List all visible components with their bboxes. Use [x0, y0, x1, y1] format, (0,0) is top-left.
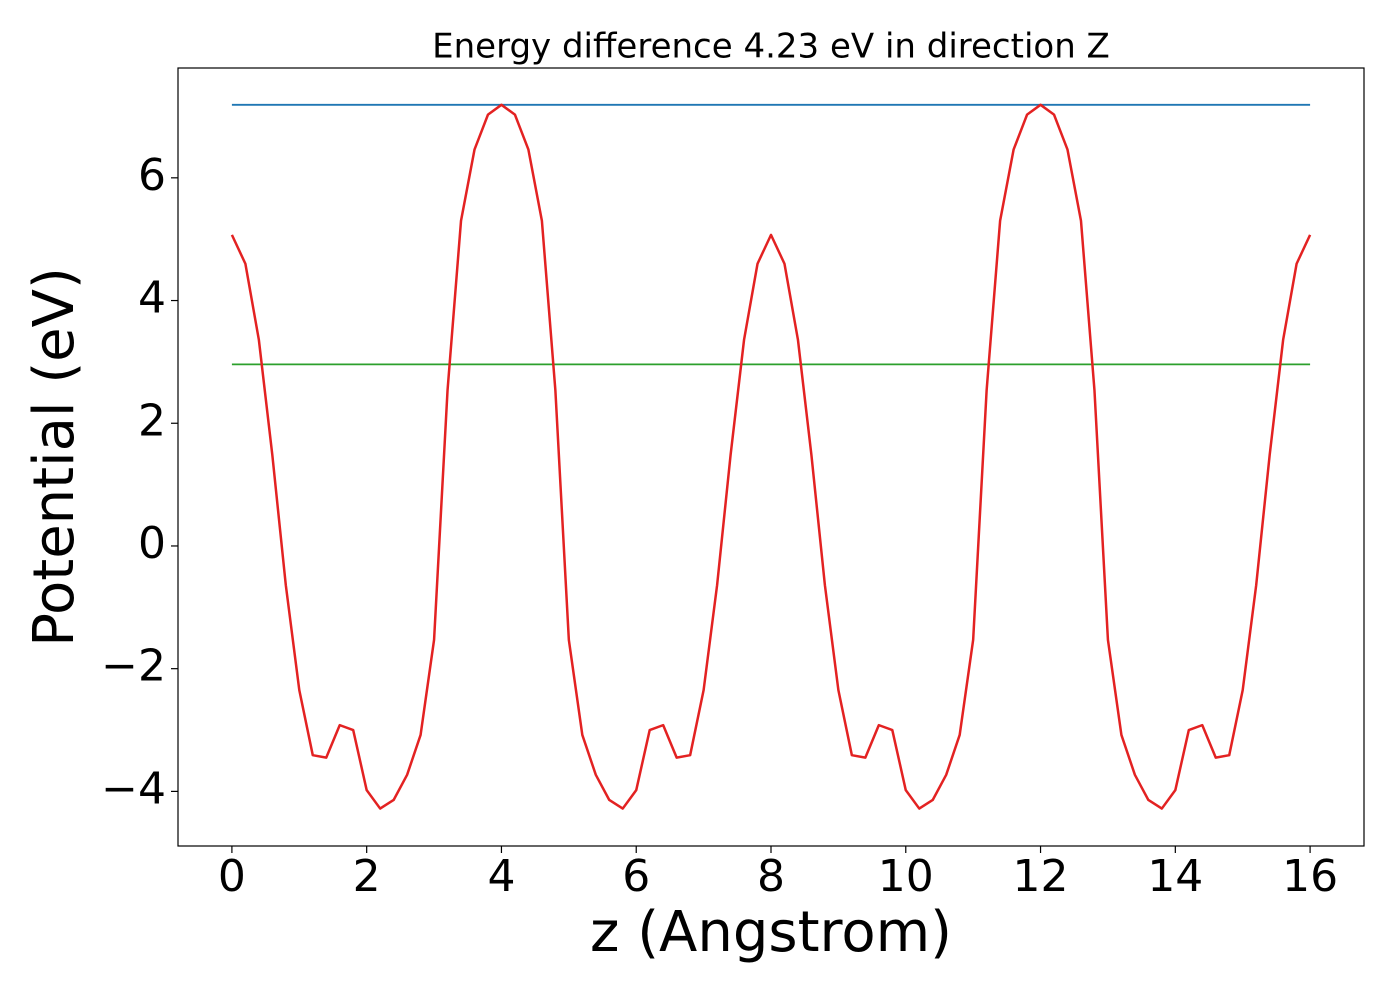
plot-frame: [177, 67, 1365, 847]
y-tick-label: −4: [101, 763, 166, 814]
x-tick-label: 12: [1013, 851, 1069, 902]
x-tick-label: 16: [1282, 851, 1338, 902]
x-tick-label: 8: [757, 851, 785, 902]
data-line: [230, 103, 1312, 810]
x-tick-label: 0: [218, 851, 246, 902]
y-tick-label: −2: [101, 641, 166, 692]
y-tick-label: 6: [138, 150, 166, 201]
y-tick-label: 4: [138, 273, 166, 324]
x-tick-label: 6: [622, 851, 650, 902]
x-tick-label: 4: [487, 851, 515, 902]
x-tick-label: 10: [878, 851, 934, 902]
x-axis-label: z (Angstrom): [590, 900, 952, 965]
x-tick-label: 14: [1147, 851, 1203, 902]
chart-title: Energy difference 4.23 eV in direction Z: [432, 27, 1110, 67]
y-tick-label: 0: [138, 518, 166, 569]
y-tick-label: 2: [138, 395, 166, 446]
x-tick-label: 2: [353, 851, 381, 902]
y-axis-label: Potential (eV): [22, 267, 87, 647]
